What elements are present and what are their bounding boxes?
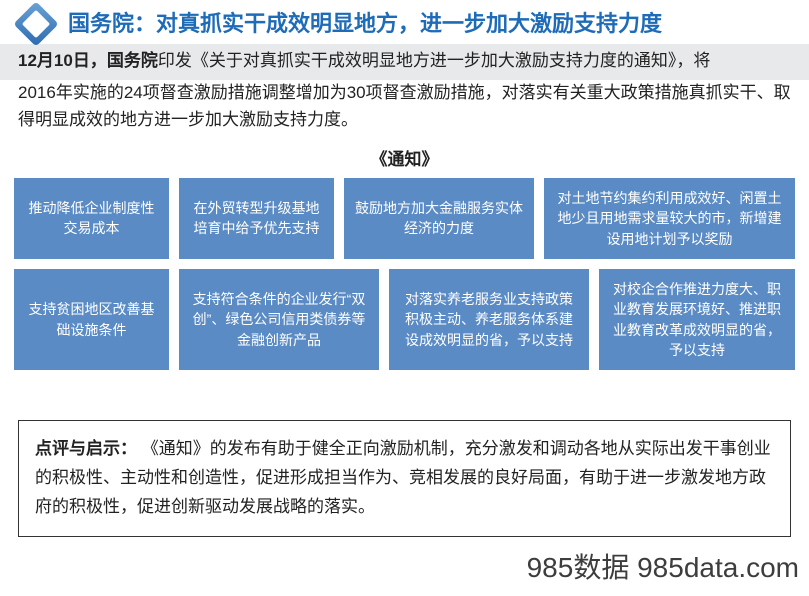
intro-rest: 2016年实施的24项督查激励措施调整增加为30项督查激励措施，对落实有关重大政… <box>0 80 809 139</box>
intro-line1-rest: 印发《关于对真抓实干成效明显地方进一步加大激励支持力度的通知》，将 <box>158 51 711 70</box>
comment-text: 《通知》的发布有助于健全正向激励机制，充分激发和调动各地从实际出发干事创业的积极… <box>35 439 771 516</box>
box-item: 支持符合条件的企业发行“双创”、绿色公司信用类债券等金融创新产品 <box>179 269 379 370</box>
box-item: 鼓励地方加大金融服务实体经济的力度 <box>344 178 534 259</box>
notice-title: 《通知》 <box>0 145 809 170</box>
box-item: 对校企合作推进力度大、职业教育发展环境好、推进职业教育改革成效明显的省，予以支持 <box>599 269 795 370</box>
intro-date-bold: 12月10日，国务院 <box>18 51 158 70</box>
comment-label: 点评与启示： <box>35 439 137 458</box>
intro-line-1: 12月10日，国务院印发《关于对真抓实干成效明显地方进一步加大激励支持力度的通知… <box>18 48 791 76</box>
intro-highlight-bar: 12月10日，国务院印发《关于对真抓实干成效明显地方进一步加大激励支持力度的通知… <box>0 44 809 80</box>
box-row-2: 支持贫困地区改善基础设施条件 支持符合条件的企业发行“双创”、绿色公司信用类债券… <box>14 269 795 370</box>
box-item: 对土地节约集约利用成效好、闲置土地少且用地需求量较大的市，新增建设用地计划予以奖… <box>544 178 795 259</box>
box-item: 推动降低企业制度性交易成本 <box>14 178 169 259</box>
watermark: 985数据 985data.com <box>527 546 799 586</box>
page-title: 国务院：对真抓实干成效明显地方，进一步加大激励支持力度 <box>68 9 662 40</box>
box-item: 对落实养老服务业支持政策积极主动、养老服务体系建设成效明显的省，予以支持 <box>389 269 589 370</box>
notice-boxes: 推动降低企业制度性交易成本 在外贸转型升级基地培育中给予优先支持 鼓励地方加大金… <box>0 178 809 370</box>
box-item: 支持贫困地区改善基础设施条件 <box>14 269 169 370</box>
box-item: 在外贸转型升级基地培育中给予优先支持 <box>179 178 334 259</box>
box-row-1: 推动降低企业制度性交易成本 在外贸转型升级基地培育中给予优先支持 鼓励地方加大金… <box>14 178 795 259</box>
diamond-icon <box>13 1 58 46</box>
header: 国务院：对真抓实干成效明显地方，进一步加大激励支持力度 <box>0 0 809 44</box>
comment-box: 点评与启示： 《通知》的发布有助于健全正向激励机制，充分激发和调动各地从实际出发… <box>18 420 791 537</box>
intro-body: 2016年实施的24项督查激励措施调整增加为30项督查激励措施，对落实有关重大政… <box>18 83 791 128</box>
